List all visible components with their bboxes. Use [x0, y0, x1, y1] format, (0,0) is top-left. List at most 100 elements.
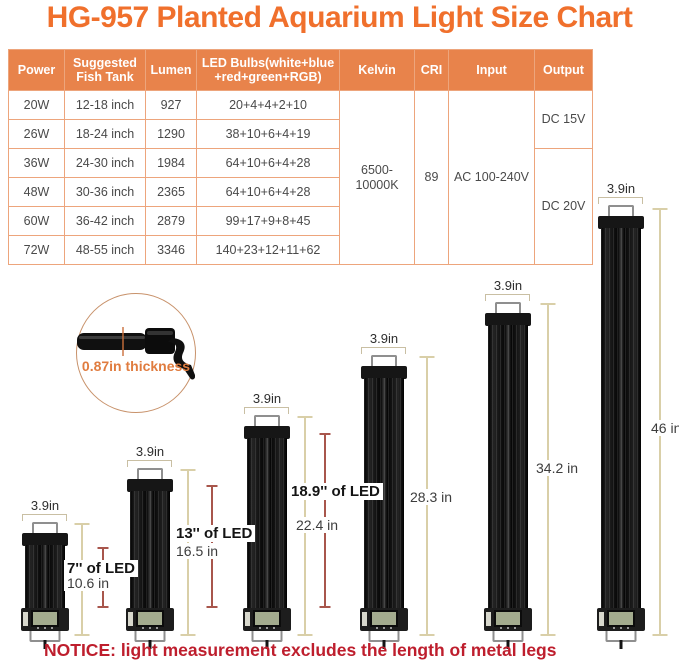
col-header-cri: CRI: [415, 50, 448, 90]
total-length-label-60w: 34.2 in: [533, 460, 582, 476]
label-sticker: [245, 612, 250, 626]
cell-tank: 36-42 inch: [65, 207, 145, 235]
cell-bulbs: 99+17+9+8+45: [197, 207, 339, 235]
light-48w: [356, 355, 412, 649]
width-bracket-36w: [244, 407, 289, 414]
col-header-kelvin: Kelvin: [340, 50, 414, 90]
width-bracket-60w: [485, 294, 530, 301]
cell-lumen: 2879: [146, 207, 196, 235]
end-cap: [244, 426, 290, 439]
cell-lumen: 927: [146, 91, 196, 119]
control-display: [126, 608, 174, 631]
total-length-label-26w: 16.5 in: [173, 543, 222, 559]
notice-text: NOTICE: light measurement excludes the l…: [44, 640, 556, 661]
cell-lumen: 3346: [146, 236, 196, 264]
cell-bulbs: 20+4+4+2+10: [197, 91, 339, 119]
width-bracket-48w: [361, 347, 406, 354]
control-buttons-icon: [259, 627, 261, 629]
cell-lumen: 1290: [146, 120, 196, 148]
power-cord-icon: [619, 640, 623, 649]
label-sticker: [486, 612, 491, 626]
col-header-lumen: Lumen: [146, 50, 196, 90]
width-label-26w: 3.9in: [135, 444, 165, 459]
lcd-screen: [607, 610, 635, 627]
led-bar-body: [247, 438, 287, 608]
label-sticker: [128, 612, 133, 626]
lcd-screen: [253, 610, 281, 627]
light-20w: [17, 522, 73, 649]
thickness-label: 0.87in thickness: [81, 358, 191, 374]
control-display: [243, 608, 291, 631]
width-bracket-20w: [22, 514, 67, 521]
label-sticker: [599, 612, 604, 626]
power-cord-icon: [148, 640, 152, 649]
light-side-profile-icon: [77, 327, 195, 380]
end-cap: [485, 313, 531, 326]
led-length-label-20w: 7'' of LED: [64, 560, 138, 577]
led-length-label-26w: 13'' of LED: [173, 525, 256, 542]
light-26w: [122, 468, 178, 649]
cell-bulbs: 38+10+6+4+19: [197, 120, 339, 148]
page-title: HG-957 Planted Aquarium Light Size Chart: [46, 1, 633, 34]
power-cord-icon: [382, 640, 386, 649]
control-display: [597, 608, 645, 631]
light-60w: [480, 302, 536, 649]
control-display: [484, 608, 532, 631]
width-bracket-72w: [598, 197, 643, 204]
cell-output-dc20: DC 20V: [535, 149, 592, 264]
led-bar-body: [601, 228, 641, 608]
width-label-48w: 3.9in: [369, 331, 399, 346]
control-display: [360, 608, 408, 631]
cell-output-dc15: DC 15V: [535, 91, 592, 148]
cell-bulbs: 140+23+12+11+62: [197, 236, 339, 264]
end-cap: [22, 533, 68, 546]
cell-tank: 48-55 inch: [65, 236, 145, 264]
power-cord-icon: [506, 640, 510, 649]
cell-bulbs: 64+10+6+4+28: [197, 149, 339, 177]
cell-power: 72W: [9, 236, 64, 264]
lcd-screen: [31, 610, 59, 627]
end-cap: [598, 216, 644, 229]
cell-kelvin: 6500-10000K: [340, 91, 414, 264]
col-header-output: Output: [535, 50, 592, 90]
lcd-screen: [494, 610, 522, 627]
cell-power: 60W: [9, 207, 64, 235]
cell-bulbs: 64+10+6+4+28: [197, 178, 339, 206]
led-bar-body: [25, 545, 65, 608]
cell-input: AC 100-240V: [449, 91, 534, 264]
cell-power: 48W: [9, 178, 64, 206]
width-label-60w: 3.9in: [493, 278, 523, 293]
col-header-input: Input: [449, 50, 534, 90]
led-length-label-36w: 18.9'' of LED: [288, 483, 383, 500]
control-display: [21, 608, 69, 631]
lcd-screen: [370, 610, 398, 627]
end-cap: [127, 479, 173, 492]
total-length-label-20w: 10.6 in: [64, 575, 113, 591]
control-buttons-icon: [37, 627, 39, 629]
width-bracket-26w: [127, 460, 172, 467]
width-label-36w: 3.9in: [252, 391, 282, 406]
lcd-screen: [136, 610, 164, 627]
light-72w: [593, 205, 649, 649]
total-length-label-36w: 22.4 in: [293, 517, 342, 533]
cell-power: 26W: [9, 120, 64, 148]
spec-table: Power Suggested Fish Tank Lumen LED Bulb…: [8, 49, 593, 265]
control-buttons-icon: [376, 627, 378, 629]
width-label-72w: 3.9in: [606, 181, 636, 196]
label-sticker: [23, 612, 28, 626]
cell-tank: 24-30 inch: [65, 149, 145, 177]
light-36w: [239, 415, 295, 649]
cell-tank: 30-36 inch: [65, 178, 145, 206]
notice-prefix: NOTICE:: [44, 640, 116, 660]
control-buttons-icon: [613, 627, 615, 629]
total-length-label-72w: 46 in: [648, 420, 679, 436]
total-length-label-48w: 28.3 in: [407, 489, 456, 505]
cell-power: 36W: [9, 149, 64, 177]
end-cap: [361, 366, 407, 379]
col-header-bulbs: LED Bulbs(white+blue +red+green+RGB): [197, 50, 339, 90]
cell-tank: 18-24 inch: [65, 120, 145, 148]
power-cord-icon: [265, 640, 269, 649]
led-bar-body: [130, 491, 170, 608]
col-header-power: Power: [9, 50, 64, 90]
